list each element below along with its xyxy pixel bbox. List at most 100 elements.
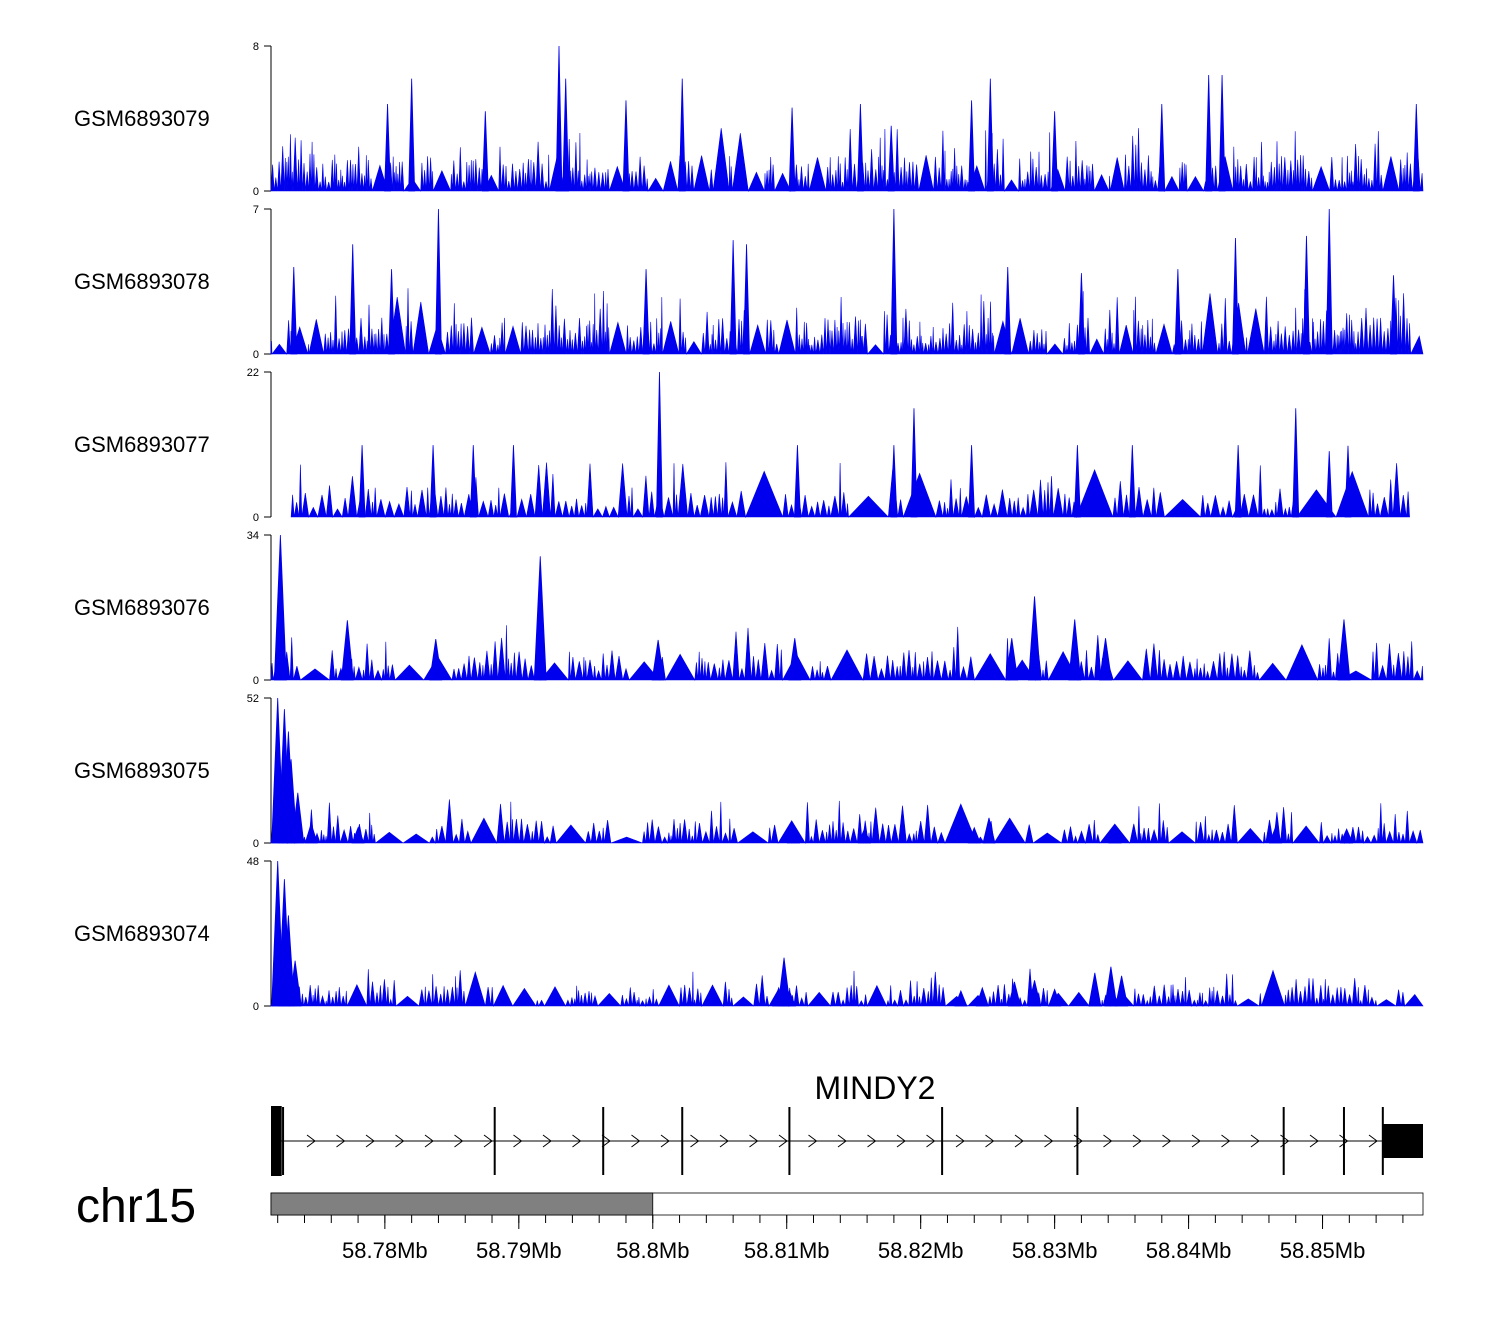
strand-arrow xyxy=(454,1134,464,1148)
coverage-peak xyxy=(429,639,443,681)
coverage-peak xyxy=(1007,981,1021,1007)
coverage-peak xyxy=(1325,208,1333,355)
y-max-label: 34 xyxy=(247,530,259,542)
strand-arrow xyxy=(985,1134,995,1148)
coverage-peak xyxy=(1269,825,1283,844)
y-min-label: 0 xyxy=(253,838,259,850)
gene-exon xyxy=(681,1107,684,1175)
coverage-peak xyxy=(1099,638,1112,681)
gene-exon xyxy=(1342,1107,1345,1175)
coverage-peak xyxy=(743,244,750,355)
coverage-peak xyxy=(349,244,357,355)
track-GSM6893074: GSM6893074 48 0 xyxy=(74,856,1424,1013)
strand-arrow xyxy=(808,1134,818,1148)
track-label: GSM6893079 xyxy=(74,106,210,131)
coverage-peak xyxy=(890,208,898,355)
strand-arrow xyxy=(395,1134,405,1148)
coverage-peak xyxy=(1218,74,1226,192)
coverage-area xyxy=(270,128,1424,193)
coverage-peak xyxy=(622,100,630,192)
gene-model: MINDY2 xyxy=(271,1070,1423,1176)
gene-exon xyxy=(1282,1107,1285,1175)
coverage-peak xyxy=(1068,619,1082,681)
coverage-peak xyxy=(1390,275,1397,355)
gene-exon xyxy=(493,1107,496,1175)
coverage-peak xyxy=(890,445,898,518)
x-tick-label: 58.81Mb xyxy=(744,1238,830,1263)
strand-arrow xyxy=(749,1134,759,1148)
track-GSM6893075: GSM6893075 52 0 xyxy=(74,693,1424,850)
strand-arrow xyxy=(867,1134,877,1148)
y-min-label: 0 xyxy=(253,675,259,687)
track-label: GSM6893078 xyxy=(74,269,210,294)
strand-arrow xyxy=(1014,1134,1024,1148)
y-max-label: 48 xyxy=(247,856,259,868)
gene-exon xyxy=(602,1107,605,1175)
x-tick-label: 58.79Mb xyxy=(476,1238,562,1263)
coverage-peak xyxy=(887,125,895,192)
gene-exon xyxy=(1076,1107,1079,1175)
coverage-peak xyxy=(1104,966,1118,1007)
coverage-peak xyxy=(642,269,650,355)
strand-arrow xyxy=(336,1134,346,1148)
coverage-peak xyxy=(1051,111,1059,192)
coverage-peak xyxy=(788,107,796,192)
coverage-peak xyxy=(384,103,391,192)
track-GSM6893076: GSM6893076 34 0 xyxy=(74,530,1424,687)
gene-exon xyxy=(941,1107,944,1175)
coverage-peak xyxy=(986,78,994,192)
coverage-peak xyxy=(533,556,547,681)
coverage-peak xyxy=(857,828,872,844)
track-label: GSM6893076 xyxy=(74,595,210,620)
strand-arrow xyxy=(631,1134,641,1148)
coverage-peak xyxy=(340,620,354,681)
coverage-peak xyxy=(1028,980,1042,1007)
coverage-peak xyxy=(1325,451,1333,518)
strand-arrow xyxy=(896,1134,906,1148)
coverage-peak xyxy=(388,269,395,355)
coverage-peak xyxy=(1337,619,1351,681)
y-max-label: 8 xyxy=(253,41,259,53)
coverage-peak xyxy=(982,817,996,844)
coverage-peak xyxy=(651,639,665,681)
coverage-peak xyxy=(1115,975,1129,1007)
strand-arrow xyxy=(1191,1134,1201,1148)
strand-arrow xyxy=(1103,1134,1113,1148)
coverage-peak xyxy=(968,445,975,518)
y-min-label: 0 xyxy=(253,349,259,361)
coverage-peak xyxy=(1412,103,1420,192)
ideogram-highlight xyxy=(270,1192,654,1216)
coverage-peak xyxy=(358,445,366,518)
coverage-peak xyxy=(1158,103,1166,192)
coverage-peak xyxy=(435,208,442,355)
coverage-peak xyxy=(1344,445,1352,518)
coverage-peak xyxy=(954,989,968,1007)
y-max-label: 52 xyxy=(247,693,259,705)
x-tick-label: 58.83Mb xyxy=(1012,1238,1098,1263)
strand-arrow xyxy=(926,1134,936,1148)
coverage-peak xyxy=(786,825,800,844)
strand-arrow xyxy=(1132,1134,1142,1148)
coverage-peak xyxy=(281,915,295,1007)
strand-arrow xyxy=(483,1134,493,1148)
coverage-peak xyxy=(555,45,563,192)
track-label: GSM6893075 xyxy=(74,758,210,783)
strand-arrow xyxy=(1162,1134,1172,1148)
track-GSM6893079: GSM6893079 8 0 xyxy=(74,41,1424,198)
coverage-peak xyxy=(273,534,287,681)
strand-arrow xyxy=(572,1134,582,1148)
coverage-peak xyxy=(288,960,302,1007)
coverage-peak xyxy=(1088,972,1102,1007)
y-max-label: 7 xyxy=(253,204,259,216)
coverage-peak xyxy=(290,266,298,355)
x-tick-label: 58.85Mb xyxy=(1280,1238,1366,1263)
strand-arrow xyxy=(690,1134,700,1148)
gene-label: MINDY2 xyxy=(815,1070,936,1106)
coverage-peak xyxy=(562,78,570,192)
gene-exon xyxy=(282,1107,285,1175)
coverage-peak xyxy=(1232,237,1239,355)
coverage-peak xyxy=(782,989,796,1007)
coverage-peak xyxy=(910,408,918,518)
y-min-label: 0 xyxy=(253,512,259,524)
